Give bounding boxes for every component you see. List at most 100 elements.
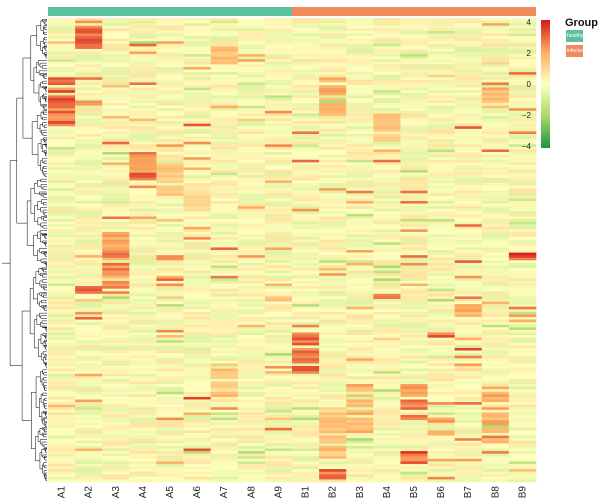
- heatmap-cell: [210, 378, 239, 382]
- heatmap-cell: [427, 237, 455, 240]
- heatmap-cell: [454, 144, 483, 148]
- heatmap-cell: [156, 414, 184, 418]
- heatmap-cell: [183, 77, 211, 81]
- heatmap-cell: [264, 368, 293, 372]
- heatmap-cell: [508, 85, 537, 88]
- heatmap-cell: [48, 20, 76, 24]
- heatmap-cell: [210, 64, 239, 68]
- heatmap-cell: [319, 208, 347, 212]
- heatmap-cell: [373, 391, 401, 395]
- heatmap-cell: [237, 226, 266, 230]
- heatmap-cell: [454, 381, 483, 385]
- heatmap-cell: [264, 466, 293, 470]
- heatmap-cell: [481, 226, 510, 230]
- heatmap-cell: [400, 319, 428, 323]
- heatmap-cell: [210, 90, 239, 94]
- heatmap-cell: [129, 363, 157, 367]
- heatmap-cell: [129, 355, 157, 359]
- heatmap-cell: [129, 350, 157, 354]
- heatmap-cell: [292, 61, 320, 65]
- heatmap-cell: [183, 221, 211, 225]
- group-annotation-bar: [48, 7, 536, 16]
- heatmap-cell: [319, 25, 347, 29]
- heatmap-cell: [319, 38, 347, 42]
- heatmap-cell: [156, 396, 184, 400]
- heatmap-cell: [508, 358, 537, 362]
- heatmap-cell: [319, 226, 347, 230]
- heatmap-cell: [102, 128, 130, 132]
- heatmap-cell: [156, 298, 184, 302]
- heatmap-cell: [427, 79, 455, 83]
- heatmap-cell: [156, 314, 184, 318]
- group-bar-infected-group: [292, 7, 536, 16]
- heatmap-cell: [373, 72, 401, 76]
- heatmap-cell: [129, 185, 157, 189]
- heatmap-cell: [75, 239, 103, 243]
- heatmap-cell: [346, 126, 374, 130]
- heatmap-cell: [129, 373, 157, 377]
- heatmap-cell: [508, 332, 537, 336]
- heatmap-cell: [75, 128, 103, 132]
- heatmap-cell: [319, 48, 347, 52]
- heatmap-cell: [210, 293, 239, 297]
- heatmap-cell: [481, 219, 510, 222]
- heatmap-cell: [373, 319, 401, 323]
- heatmap-cell: [129, 376, 157, 380]
- heatmap-cell: [481, 443, 510, 447]
- heatmap-cell: [264, 345, 293, 349]
- heatmap-cell: [210, 298, 239, 302]
- heatmap-cell: [75, 157, 103, 161]
- heatmap-cell: [454, 463, 483, 467]
- heatmap-cell: [129, 231, 157, 235]
- heatmap-cell: [373, 61, 401, 65]
- heatmap-cell: [373, 201, 401, 204]
- heatmap-cell: [346, 378, 374, 382]
- heatmap-cell: [427, 324, 455, 328]
- heatmap-cell: [129, 384, 157, 387]
- heatmap-cell: [373, 59, 401, 63]
- heatmap-cell: [129, 121, 157, 124]
- heatmap-cell: [373, 389, 401, 393]
- row-dendrogram: [2, 19, 47, 481]
- heatmap-cell: [156, 332, 184, 336]
- heatmap-cell: [427, 301, 455, 305]
- heatmap-cell: [481, 239, 510, 243]
- heatmap-cell: [183, 332, 211, 336]
- heatmap-cell: [129, 180, 157, 184]
- heatmap-cell: [156, 443, 184, 447]
- heatmap-cell: [319, 463, 347, 467]
- heatmap-cell: [373, 402, 401, 405]
- heatmap-cell: [210, 317, 239, 320]
- heatmap-cell: [48, 247, 76, 251]
- heatmap-cell: [292, 56, 320, 60]
- heatmap-cell: [75, 190, 103, 194]
- heatmap-cell: [264, 479, 293, 483]
- heatmap-cell: [48, 43, 76, 47]
- heatmap-cell: [129, 118, 157, 122]
- heatmap-cell: [454, 244, 483, 248]
- heatmap-cell: [237, 105, 266, 109]
- heatmap-cell: [400, 373, 428, 377]
- heatmap-cell: [264, 350, 293, 354]
- heatmap-cell: [210, 412, 239, 416]
- heatmap-cell: [292, 247, 320, 251]
- heatmap-cell: [292, 208, 320, 212]
- heatmap-cell: [508, 48, 537, 52]
- heatmap-cell: [75, 85, 103, 88]
- heatmap-cell: [319, 247, 347, 251]
- heatmap-cell: [400, 97, 428, 101]
- heatmap-cell: [454, 198, 483, 202]
- heatmap-cell: [373, 224, 401, 228]
- heatmap-cell: [454, 422, 483, 426]
- heatmap-cell: [210, 402, 239, 405]
- heatmap-cell: [48, 242, 76, 246]
- heatmap-cell: [481, 54, 510, 57]
- heatmap-cell: [102, 381, 130, 385]
- heatmap-cell: [129, 469, 157, 472]
- heatmap-cell: [508, 319, 537, 323]
- heatmap-cell: [292, 257, 320, 261]
- heatmap-cell: [400, 208, 428, 212]
- heatmap-cell: [48, 262, 76, 266]
- heatmap-cell: [373, 85, 401, 88]
- heatmap-cell: [210, 234, 239, 238]
